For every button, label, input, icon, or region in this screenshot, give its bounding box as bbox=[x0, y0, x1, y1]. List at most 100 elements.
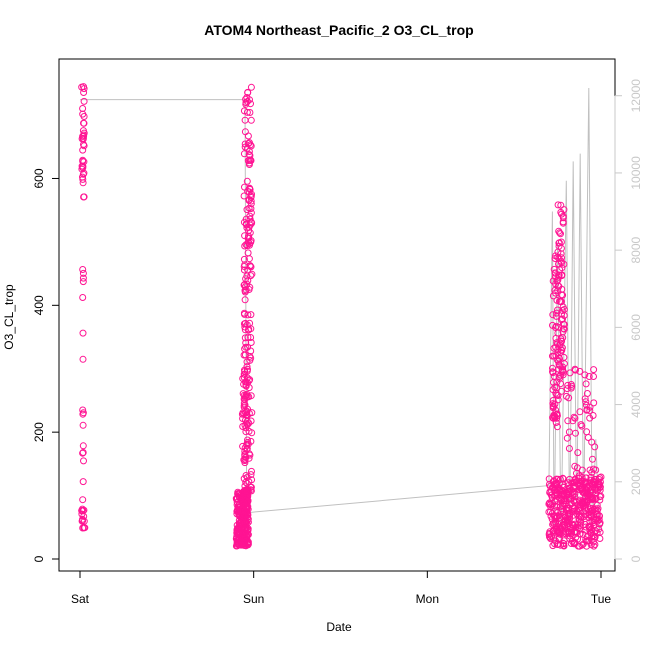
data-point bbox=[243, 367, 251, 375]
data-point bbox=[247, 272, 255, 280]
data-point bbox=[246, 184, 253, 192]
data-point bbox=[241, 242, 249, 250]
data-point bbox=[241, 143, 249, 151]
data-point bbox=[563, 434, 571, 442]
data-point bbox=[79, 442, 87, 450]
data-point bbox=[556, 374, 564, 382]
data-point bbox=[246, 262, 254, 270]
data-point bbox=[558, 337, 566, 345]
data-point bbox=[560, 522, 568, 530]
data-point bbox=[549, 386, 557, 394]
data-point bbox=[565, 394, 573, 402]
data-point bbox=[567, 540, 575, 547]
data-point bbox=[558, 307, 566, 314]
data-point bbox=[559, 328, 567, 336]
data-point bbox=[565, 504, 573, 512]
data-point bbox=[595, 525, 603, 533]
data-point bbox=[554, 276, 562, 284]
data-point bbox=[557, 201, 565, 209]
data-point bbox=[242, 343, 250, 351]
data-point bbox=[243, 108, 251, 116]
data-point bbox=[242, 428, 250, 436]
data-point bbox=[245, 161, 253, 168]
data-point bbox=[566, 369, 574, 377]
data-point bbox=[571, 493, 579, 501]
data-point bbox=[79, 146, 87, 154]
data-point bbox=[80, 142, 88, 150]
data-point bbox=[245, 234, 253, 242]
data-point bbox=[79, 179, 87, 187]
data-point bbox=[246, 356, 254, 364]
data-point bbox=[569, 417, 577, 425]
data-point bbox=[238, 495, 246, 503]
data-point bbox=[240, 255, 248, 263]
data-point bbox=[587, 541, 595, 549]
data-point bbox=[553, 489, 561, 497]
data-point bbox=[557, 208, 565, 216]
data-point bbox=[243, 445, 251, 453]
data-point bbox=[569, 488, 577, 496]
data-point bbox=[233, 495, 240, 503]
data-point bbox=[80, 97, 88, 105]
x-tick-label: Mon bbox=[416, 592, 439, 606]
data-point bbox=[78, 510, 86, 518]
data-point bbox=[246, 96, 253, 104]
data-point bbox=[247, 100, 254, 108]
data-point bbox=[553, 513, 561, 521]
data-point bbox=[589, 506, 596, 514]
data-point bbox=[593, 529, 601, 537]
data-point bbox=[590, 476, 598, 483]
data-point bbox=[79, 421, 87, 429]
data-point bbox=[246, 212, 254, 220]
x-axis: Sat Sun Mon Tue bbox=[71, 570, 612, 606]
data-point bbox=[586, 466, 594, 474]
data-point bbox=[553, 423, 561, 431]
data-point bbox=[575, 472, 583, 480]
data-point bbox=[572, 429, 579, 437]
data-point bbox=[79, 134, 87, 142]
data-point bbox=[549, 521, 557, 528]
data-point bbox=[79, 515, 86, 523]
data-point bbox=[576, 542, 584, 550]
data-point bbox=[243, 408, 251, 416]
data-point bbox=[555, 239, 563, 247]
data-point bbox=[247, 83, 255, 91]
data-point bbox=[79, 170, 87, 178]
x-tick-label: Tue bbox=[591, 592, 612, 606]
data-point bbox=[558, 285, 566, 293]
data-point bbox=[240, 530, 248, 538]
data-point bbox=[551, 269, 559, 277]
data-point bbox=[245, 151, 253, 159]
right-tick-label: 8000 bbox=[629, 236, 643, 263]
data-point bbox=[247, 197, 255, 205]
data-point bbox=[244, 491, 252, 499]
data-point bbox=[548, 509, 556, 517]
data-point bbox=[582, 401, 590, 409]
data-point bbox=[558, 366, 566, 374]
data-point bbox=[241, 323, 249, 331]
data-point bbox=[553, 309, 561, 317]
data-point bbox=[247, 471, 255, 479]
data-point bbox=[576, 408, 584, 416]
data-point bbox=[584, 495, 592, 503]
data-point bbox=[554, 306, 561, 314]
right-tick-label: 4000 bbox=[629, 391, 643, 418]
data-point bbox=[588, 525, 596, 533]
data-point bbox=[554, 392, 562, 399]
data-point bbox=[554, 396, 562, 404]
data-point bbox=[242, 454, 250, 461]
data-point bbox=[570, 539, 578, 547]
data-point bbox=[556, 341, 564, 349]
data-point bbox=[584, 434, 592, 441]
data-point bbox=[554, 287, 562, 295]
data-point bbox=[78, 505, 86, 513]
data-point bbox=[549, 519, 557, 527]
altitude-series-line bbox=[80, 87, 602, 548]
data-point bbox=[575, 525, 583, 533]
data-point bbox=[577, 518, 585, 526]
data-point bbox=[240, 266, 248, 274]
data-point bbox=[582, 380, 590, 388]
data-point bbox=[590, 399, 598, 407]
data-point bbox=[241, 459, 249, 467]
